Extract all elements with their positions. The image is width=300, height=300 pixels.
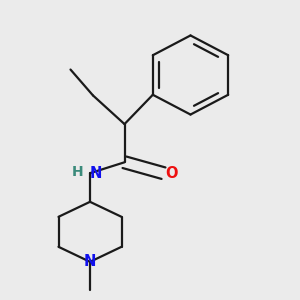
Text: H: H [72,165,83,179]
Text: O: O [166,166,178,181]
Text: N: N [84,254,96,268]
Text: N: N [89,166,102,181]
